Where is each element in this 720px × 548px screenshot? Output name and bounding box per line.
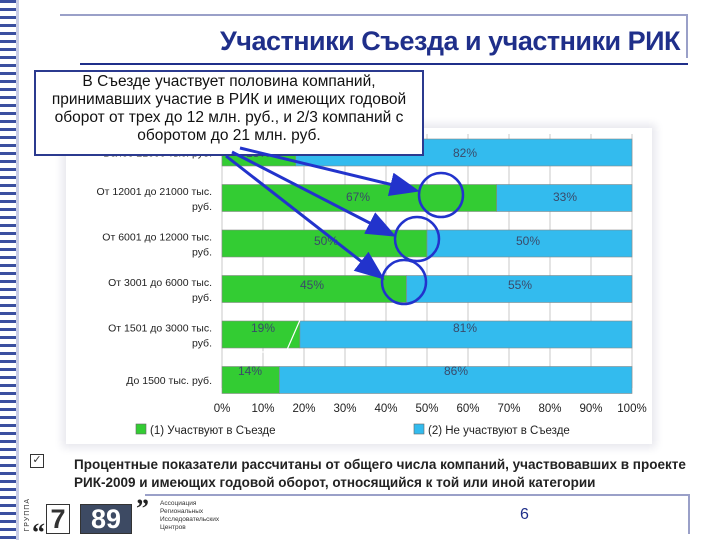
category-label: От 1501 до 3000 тыс. [108,323,212,335]
category-label: От 12001 до 21000 тыс. [96,186,212,198]
page-number: 6 [520,506,529,523]
logo-caption: Ассоциация Региональных Исследовательски… [160,500,220,531]
category-label: руб. [192,292,212,304]
data-label: 82% [453,146,477,160]
legend-label: (1) Участвуют в Съезде [150,425,275,437]
data-label: 14% [238,364,262,378]
bar-segment-not-participate [279,366,633,394]
checkbox-icon: ✓ [30,454,44,468]
logo-digit-7: 7 [46,504,70,534]
x-tick-label: 100% [617,403,646,415]
x-tick-label: 10% [251,403,274,415]
data-label: 50% [516,234,540,248]
data-label: 33% [553,190,577,204]
slide-title: Участники Съезда и участники РИК [220,26,680,56]
data-label: 45% [300,278,324,292]
data-label: 81% [453,321,477,335]
data-label: 55% [508,278,532,292]
legend-swatch [135,423,147,435]
category-label: От 6001 до 12000 тыс. [102,232,212,244]
data-label: 50% [314,234,338,248]
title-underline [80,63,688,65]
bar-segment-not-participate [496,184,633,212]
category-label: До 1500 тыс. руб. [126,375,212,387]
top-rule [60,14,688,16]
x-tick-label: 50% [415,403,438,415]
x-tick-label: 90% [579,403,602,415]
category-label: руб. [192,201,212,213]
data-label: 19% [251,321,275,335]
x-tick-label: 40% [374,403,397,415]
legend-swatch [413,423,425,435]
category-label: руб. [192,247,212,259]
x-tick-label: 60% [456,403,479,415]
bar-segment-not-participate [406,275,633,303]
footer-rule-vertical [688,494,690,534]
category-label: От 3001 до 6000 тыс. [108,277,212,289]
x-tick-label: 30% [333,403,356,415]
x-tick-label: 80% [538,403,561,415]
logo-close-quote: ” [136,494,149,523]
footnote: Процентные показатели рассчитаны от обще… [74,457,686,490]
data-label: 86% [444,364,468,378]
data-label: 67% [346,190,370,204]
spiral-edge [16,0,19,540]
bar-segment-not-participate [299,320,633,349]
x-tick-label: 20% [292,403,315,415]
legend-label: (2) Не участвуют в Съезде [428,425,570,437]
category-label: руб. [192,338,212,350]
bar-segment-participate [221,366,280,394]
x-tick-label: 70% [497,403,520,415]
notebook-spiral [0,0,16,540]
callout-box: В Съезде участвует половина компаний, пр… [34,70,424,156]
x-tick-label: 0% [214,403,231,415]
footer-rule [145,494,690,496]
right-rule [686,14,688,58]
logo-digits-89: 89 [80,504,132,534]
bar-segment-participate [221,275,407,303]
